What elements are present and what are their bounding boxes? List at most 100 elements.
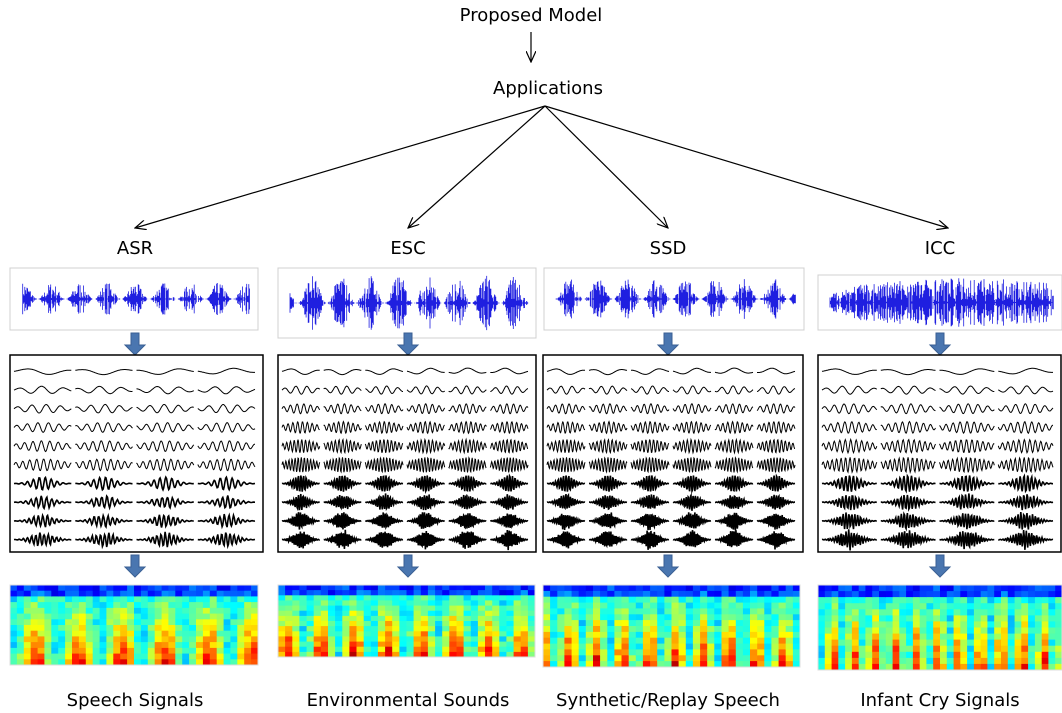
spectrogram-cell: [51, 636, 58, 642]
spectrogram-cell: [832, 591, 839, 598]
spectrogram-cell: [793, 632, 801, 638]
spectrogram-cell: [65, 631, 72, 637]
spectrogram-cell: [349, 642, 357, 648]
spectrogram-cell: [572, 603, 580, 609]
spectrogram-cell: [244, 642, 251, 648]
spectrogram-cell: [86, 654, 93, 660]
spectrogram-cell: [743, 626, 751, 632]
spectrogram-cell: [967, 597, 974, 604]
spectrogram-cell: [750, 614, 758, 620]
spectrogram-cell: [155, 602, 162, 608]
spectrogram-cell: [1035, 640, 1042, 647]
spectrogram-cell: [700, 603, 708, 609]
spectrogram-cell: [17, 602, 24, 608]
spectrogram-cell: [31, 642, 38, 648]
spectrogram-cell: [499, 636, 507, 642]
spectrogram-cell: [86, 636, 93, 642]
spectrogram-cell: [818, 597, 825, 604]
spectrogram-cell: [378, 647, 386, 653]
spectrogram-cell: [832, 646, 839, 653]
spectrogram-cell: [865, 658, 872, 665]
spectrogram-cell: [224, 585, 231, 591]
spectrogram-cell: [10, 619, 17, 625]
spectrogram-cell: [10, 591, 17, 597]
spectrogram-cell: [127, 631, 134, 637]
spectrogram-cell: [148, 654, 155, 660]
spectrogram-cell: [793, 644, 801, 650]
spectrogram-cell: [113, 591, 120, 597]
spectrogram-cell: [865, 615, 872, 622]
spectrogram-cell: [100, 602, 107, 608]
spectrogram-cell: [906, 585, 913, 592]
spectrogram-cell: [771, 655, 779, 661]
spectrogram-cell: [485, 590, 493, 596]
spectrogram-cell: [1028, 646, 1035, 653]
spectrogram-cell: [954, 621, 961, 628]
spectrogram-cell: [364, 600, 372, 606]
spectrogram-cell: [113, 648, 120, 654]
spectrogram-cell: [471, 642, 479, 648]
spectrogram-cell: [872, 591, 879, 598]
spectrogram-cell: [1001, 652, 1008, 659]
spectrogram-cell: [349, 621, 357, 627]
spectrogram-cell: [743, 620, 751, 626]
spectrogram-cell: [79, 614, 86, 620]
spectrogram-cell: [543, 632, 551, 638]
spectrogram-cell: [926, 603, 933, 610]
spectrogram-cell: [700, 597, 708, 603]
spectrogram-cell: [371, 585, 379, 591]
spectrogram-cell: [189, 631, 196, 637]
spectrogram-cell: [385, 590, 393, 596]
spectrogram-cell: [299, 600, 307, 606]
spectrogram-cell: [285, 616, 293, 622]
column: SSDSynthetic/Replay Speech: [543, 238, 804, 711]
spectrogram-cell: [859, 585, 866, 592]
spectrogram-cell: [385, 647, 393, 653]
spectrogram-cell: [818, 640, 825, 647]
spectrogram-cell: [736, 649, 744, 655]
spectrogram-cell: [155, 608, 162, 614]
spectrogram-cell: [872, 652, 879, 659]
spectrogram-cell: [750, 626, 758, 632]
column: ESCEnvironmental Sounds: [278, 238, 536, 711]
spectrogram-cell: [349, 611, 357, 617]
spectrogram-cell: [947, 658, 954, 665]
spectrogram-cell: [672, 620, 680, 626]
spectrogram-cell: [155, 596, 162, 602]
spectrogram-cell: [100, 608, 107, 614]
spectrogram-cell: [203, 625, 210, 631]
spectrogram-cell: [926, 634, 933, 641]
spectrogram-cell: [550, 597, 558, 603]
spectrogram-cell: [629, 585, 637, 591]
spectrogram-cell: [906, 646, 913, 653]
spectrogram-cell: [244, 591, 251, 597]
spectrogram-cell: [399, 590, 407, 596]
spectrogram-cell: [292, 590, 300, 596]
spectrogram-cell: [485, 631, 493, 637]
spectrogram-cell: [237, 596, 244, 602]
spectrogram-cell: [693, 591, 701, 597]
spectrogram-cell: [378, 600, 386, 606]
spectrogram-cell: [44, 602, 51, 608]
spectrogram-cell: [920, 658, 927, 665]
column-label: SSD: [650, 238, 687, 259]
spectrogram-cell: [31, 654, 38, 660]
spectrogram-cell: [251, 625, 258, 631]
spectrogram-cell: [342, 600, 350, 606]
spectrogram-cell: [736, 626, 744, 632]
column: ICCInfant Cry Signals: [818, 238, 1062, 711]
spectrogram-cell: [175, 596, 182, 602]
spectrogram-cell: [954, 652, 961, 659]
spectrogram-cell: [818, 634, 825, 641]
spectrogram-cell: [335, 585, 343, 591]
spectrogram-cell: [1048, 597, 1055, 604]
spectrogram-cell: [933, 646, 940, 653]
spectrogram-cell: [825, 603, 832, 610]
spectrogram-cell: [357, 590, 365, 596]
spectrogram-cell: [182, 591, 189, 597]
spectrogram-cell: [636, 626, 644, 632]
spectrogram-cell: [292, 642, 300, 648]
spectrogram-cell: [1042, 597, 1049, 604]
spectrogram-cell: [771, 585, 779, 591]
spectrogram-cell: [906, 652, 913, 659]
